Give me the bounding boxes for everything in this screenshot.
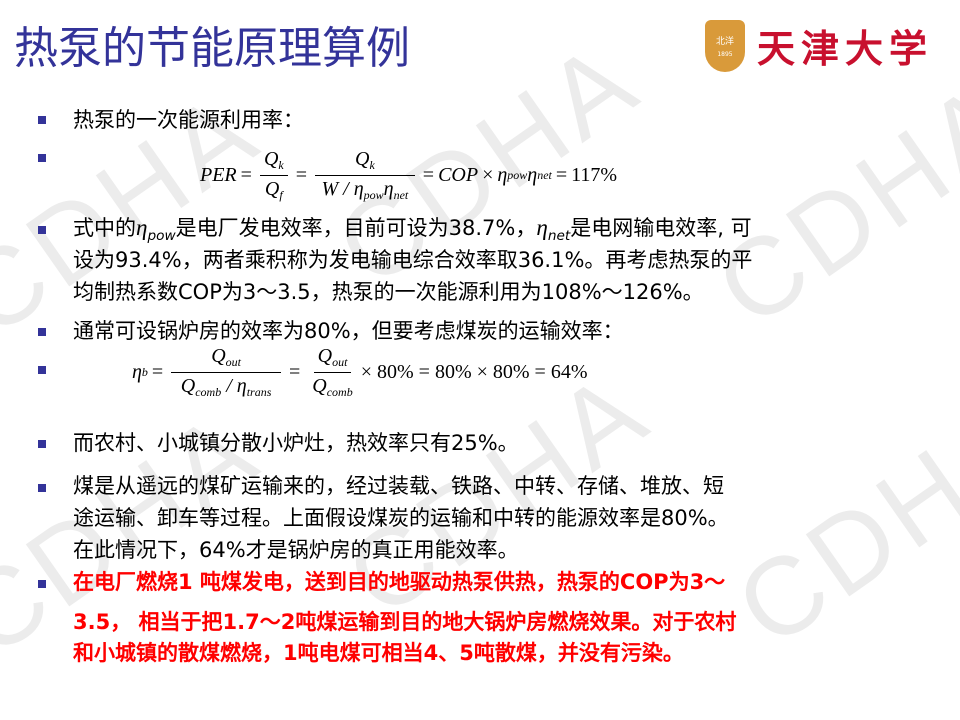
text-run: 是电网输电效率, 可 — [570, 216, 752, 240]
fraction: Qout Qcomb / ηtrans — [171, 345, 281, 400]
formula-term: PER — [200, 164, 237, 187]
formula-sub: pow — [507, 168, 528, 183]
formula-sub: net — [537, 168, 552, 183]
text-run: 是电厂发电效率，目前可设为38.7%， — [175, 216, 537, 240]
formula-term: Q — [211, 345, 226, 367]
bullet-text: 均制热系数COP为3～3.5，热泵的一次能源利用为108%～126%。 — [73, 280, 704, 304]
formula-op: = — [555, 164, 568, 187]
formula-op: = — [151, 361, 164, 384]
formula-term: η — [383, 178, 394, 201]
highlight-text: 在电厂燃烧1 吨煤发电，送到目的地驱动热泵供热，热泵的COP为3～ — [73, 570, 726, 594]
eta-symbol: η — [136, 214, 148, 240]
bullet-icon — [38, 366, 46, 374]
bullet-text: 而农村、小城镇分散小炉灶，热效率只有25%。 — [73, 431, 519, 455]
formula-term: Q — [312, 375, 327, 398]
fraction: Qk Qf — [259, 148, 288, 203]
formula-term: η — [132, 361, 142, 384]
bullet-text: 煤是从遥远的煤矿运输来的，经过装载、铁路、中转、存储、堆放、短 — [73, 474, 724, 498]
subscript: net — [547, 227, 571, 244]
formula-term: η — [497, 164, 508, 187]
bullet-text: 通常可设锅炉房的效率为80%，但要考虑煤炭的运输效率： — [73, 319, 624, 343]
formula-term: Q — [317, 345, 333, 367]
highlight-text: 和小城镇的散煤燃烧，1吨电煤可相当4、5吨散煤，并没有污染。 — [73, 641, 684, 665]
formula-result: 117% — [571, 164, 618, 187]
bullet-text: 热泵的一次能源利用率： — [73, 108, 304, 132]
highlight-text: 3.5， 相当于把1.7～2吨煤运输到目的地大锅炉房燃烧效果。对于农村 — [73, 610, 737, 634]
formula-sub: net — [393, 188, 409, 203]
university-logo: 北洋 1895 天津大学 — [705, 18, 933, 73]
bullet-icon — [38, 154, 46, 162]
eta-symbol: η — [536, 214, 548, 240]
formula-sub: pow — [363, 188, 384, 203]
logo-text: 天津大学 — [757, 26, 934, 71]
formula-sub: comb — [326, 385, 353, 400]
formula-term: / η — [221, 375, 247, 398]
formula-op: = — [289, 361, 301, 384]
formula-term: η — [527, 164, 538, 187]
subscript: pow — [147, 227, 176, 244]
bullet-icon — [38, 580, 46, 588]
bullet-text: 式中的ηpow是电厂发电效率，目前可设为38.7%，ηnet是电网输电效率, 可 — [73, 212, 752, 244]
formula-op: × — [482, 164, 494, 187]
formula-sub: k — [278, 158, 284, 173]
bullet-icon — [38, 440, 46, 448]
formula-sub: out — [225, 355, 241, 370]
formula-sub: out — [332, 355, 348, 370]
formula-sub: k — [369, 158, 375, 173]
formula-op: = — [422, 164, 435, 187]
watermark: CDHA — [695, 56, 960, 351]
badge-text: 北洋 — [715, 36, 734, 47]
fraction: Qk W / ηpowηnet — [315, 148, 415, 203]
slide-title: 热泵的节能原理算例 — [14, 23, 410, 74]
formula-term: COP — [438, 164, 479, 187]
formula-op: = — [240, 164, 252, 187]
formula-sub: comb — [195, 385, 222, 400]
bullet-icon — [38, 116, 46, 124]
bullet-text: 设为93.4%，两者乘积称为发电输电综合效率取36.1%。再考虑热泵的平 — [73, 248, 753, 272]
formula-op: = — [295, 164, 307, 187]
fraction: Qout Qcomb — [308, 345, 356, 400]
formula-term: Q — [263, 148, 279, 170]
formula-term: Q — [264, 178, 280, 201]
formula-term: W / η — [321, 178, 364, 201]
shield-emblem-icon: 北洋 1895 — [705, 19, 745, 72]
formula-result: × 80% = 80% × 80% = 64% — [360, 361, 588, 384]
badge-year: 1895 — [717, 50, 733, 58]
formula-sub: b — [141, 365, 148, 380]
formula-sub: f — [279, 188, 283, 203]
bullet-icon — [38, 226, 46, 234]
formula-term: Q — [180, 375, 196, 398]
bullet-text: 在此情况下，64%才是锅炉房的真正用能效率。 — [73, 538, 519, 562]
formula-term: Q — [355, 148, 370, 170]
bullet-icon — [38, 328, 46, 336]
text-run: 式中的 — [73, 216, 136, 240]
watermark: CDHA — [715, 376, 960, 671]
bullet-text: 途运输、卸车等过程。上面假设煤炭的运输和中转的能源效率是80%。 — [73, 506, 729, 530]
bullet-icon — [38, 484, 46, 492]
formula-sub: trans — [246, 385, 272, 400]
